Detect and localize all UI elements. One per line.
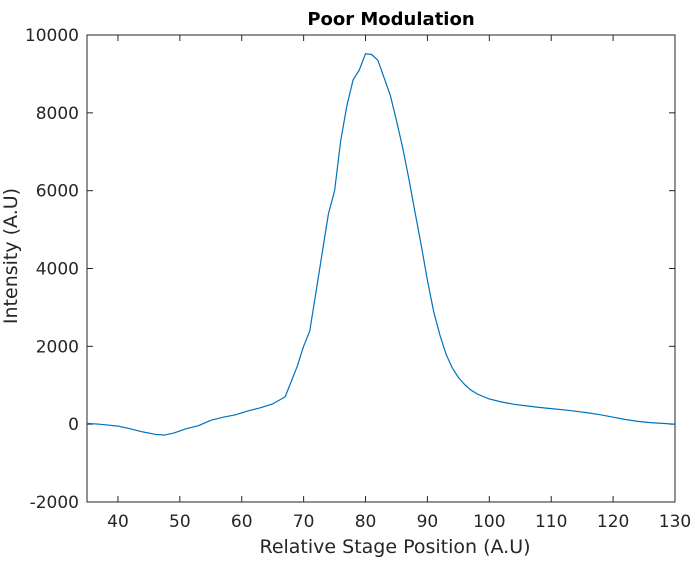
x-tick-label: 40 xyxy=(107,512,129,532)
y-tick-label: 6000 xyxy=(36,182,79,202)
x-tick-label: 120 xyxy=(597,512,629,532)
x-tick-label: 70 xyxy=(293,512,315,532)
y-tick-label: 2000 xyxy=(36,337,79,357)
y-axis-title: Intensity (A.U) xyxy=(0,188,22,324)
y-tick-label: 4000 xyxy=(36,260,79,280)
plot-area: 40 50 60 70 80 90 100 110 120 130 -2000 0 2000 4000 60… xyxy=(25,26,691,532)
y-tick-label: -2000 xyxy=(30,493,79,513)
y-tick-label: 0 xyxy=(68,415,79,435)
x-tick-label: 90 xyxy=(417,512,439,532)
x-tick-label: 80 xyxy=(355,512,377,532)
chart-title: Poor Modulation xyxy=(307,9,474,30)
series-line xyxy=(86,53,676,436)
x-axis-title: Relative Stage Position (A.U) xyxy=(259,536,530,558)
y-tick-label: 8000 xyxy=(36,104,79,124)
y-tick-label: 10000 xyxy=(25,26,79,46)
x-tick-label: 130 xyxy=(659,512,691,532)
x-tick-label: 60 xyxy=(231,512,253,532)
x-tick-label: 110 xyxy=(535,512,567,532)
x-tick-label: 100 xyxy=(473,512,505,532)
x-tick-label: 50 xyxy=(169,512,191,532)
